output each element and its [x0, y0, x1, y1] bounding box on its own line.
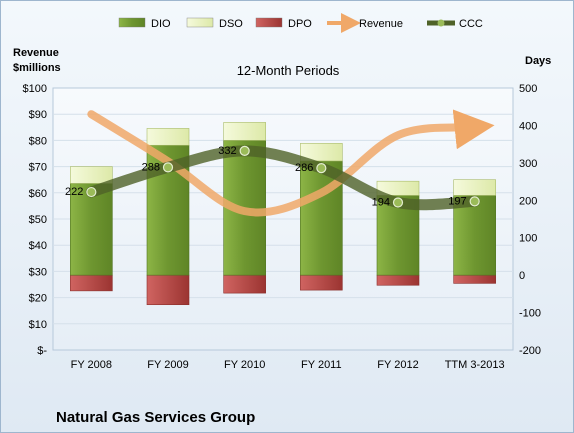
left-tick-label: $90 — [29, 109, 47, 121]
x-tick-label: FY 2010 — [224, 359, 265, 371]
left-tick-label: $40 — [29, 240, 47, 252]
bar-dpo — [376, 274, 420, 286]
legend-label: Revenue — [359, 18, 403, 30]
right-tick-label: -200 — [519, 345, 541, 357]
legend-label: CCC — [459, 18, 483, 30]
legend: DIO DSO DPO Revenue CCC — [118, 13, 483, 33]
bar-dio — [453, 195, 496, 276]
legend-label: DIO — [151, 18, 171, 30]
left-axis-label-line1: Revenue — [13, 47, 59, 59]
right-tick-label: 400 — [519, 120, 537, 132]
revenue-line — [87, 109, 495, 217]
x-tick-label: FY 2008 — [71, 359, 112, 371]
left-axis-ticks: $- $10 $20 $30 $40 $50 $60 $70 $80 $90 $100 — [23, 83, 48, 357]
right-tick-label: 300 — [519, 158, 537, 170]
ccc-point — [316, 162, 327, 174]
legend-marker — [437, 19, 445, 27]
legend-item-dpo: DPO — [255, 17, 312, 30]
left-tick-label: $80 — [29, 135, 47, 147]
legend-swatch — [118, 17, 146, 28]
x-tick-label: FY 2012 — [377, 359, 418, 371]
ccc-point — [239, 145, 250, 156]
left-tick-label: $30 — [29, 266, 47, 278]
left-tick-label: $10 — [29, 319, 47, 331]
ccc-data-label: 332 — [218, 145, 236, 157]
legend-item-revenue: Revenue — [327, 13, 403, 33]
right-tick-label: 200 — [519, 195, 537, 207]
x-tick-label: FY 2009 — [147, 359, 188, 371]
x-tick-label: FY 2011 — [301, 359, 342, 371]
ccc-point — [162, 162, 174, 173]
left-tick-label: $20 — [29, 293, 47, 305]
right-axis-label: Days — [525, 55, 551, 67]
ccc-data-label: 288 — [142, 161, 160, 173]
left-tick-label: $70 — [29, 162, 47, 174]
company-name: Natural Gas Services Group — [56, 409, 255, 426]
left-axis-label-line2: $millions — [13, 62, 61, 74]
bar-dpo — [223, 274, 266, 294]
ccc-data-label: 286 — [295, 162, 313, 174]
left-tick-label: $50 — [29, 214, 47, 226]
bar-dso — [453, 179, 496, 196]
ccc-line — [85, 145, 481, 211]
right-tick-label: 0 — [519, 270, 525, 282]
chart-title: 12-Month Periods — [237, 63, 340, 78]
ccc-point — [392, 197, 404, 208]
right-tick-label: 500 — [519, 83, 537, 95]
ccc-data-label: 197 — [448, 195, 466, 207]
bar-dso — [223, 122, 266, 141]
left-tick-label: $100 — [23, 83, 47, 95]
x-axis-ticks: FY 2008 FY 2009 FY 2010 FY 2011 FY 2012 TTM 3… — [71, 359, 505, 371]
lines: 222 288 332 286 194 197 — [65, 109, 495, 217]
legend-swatch — [186, 17, 214, 28]
bar-dpo — [300, 274, 343, 291]
ccc-data-label: 222 — [65, 186, 83, 198]
x-tick-label: TTM 3-2013 — [445, 359, 505, 371]
left-tick-label: $60 — [29, 188, 47, 200]
bar-dpo — [453, 274, 496, 284]
ccc-point — [469, 196, 480, 207]
bar-dpo — [70, 274, 113, 292]
legend-label: DPO — [288, 18, 312, 30]
right-axis-ticks: -200 -100 0 100 200 300 400 500 — [519, 83, 541, 357]
legend-item-dio: DIO — [118, 17, 171, 30]
bar-dso — [376, 180, 420, 196]
bar-dso — [300, 143, 343, 162]
legend-item-dso: DSO — [186, 17, 243, 30]
legend-swatch — [255, 17, 283, 28]
bar-dso — [70, 166, 113, 184]
left-tick-label: $- — [37, 345, 47, 357]
bar-dpo — [146, 274, 190, 306]
ccc-point — [86, 186, 97, 198]
right-tick-label: 100 — [519, 233, 537, 245]
legend-label: DSO — [219, 18, 243, 30]
gridlines — [53, 113, 513, 325]
legend-item-ccc: CCC — [427, 18, 483, 30]
ccc-data-label: 194 — [372, 197, 390, 209]
bar-dso — [146, 128, 190, 146]
right-tick-label: -100 — [519, 308, 541, 320]
bar-dio — [70, 183, 113, 276]
